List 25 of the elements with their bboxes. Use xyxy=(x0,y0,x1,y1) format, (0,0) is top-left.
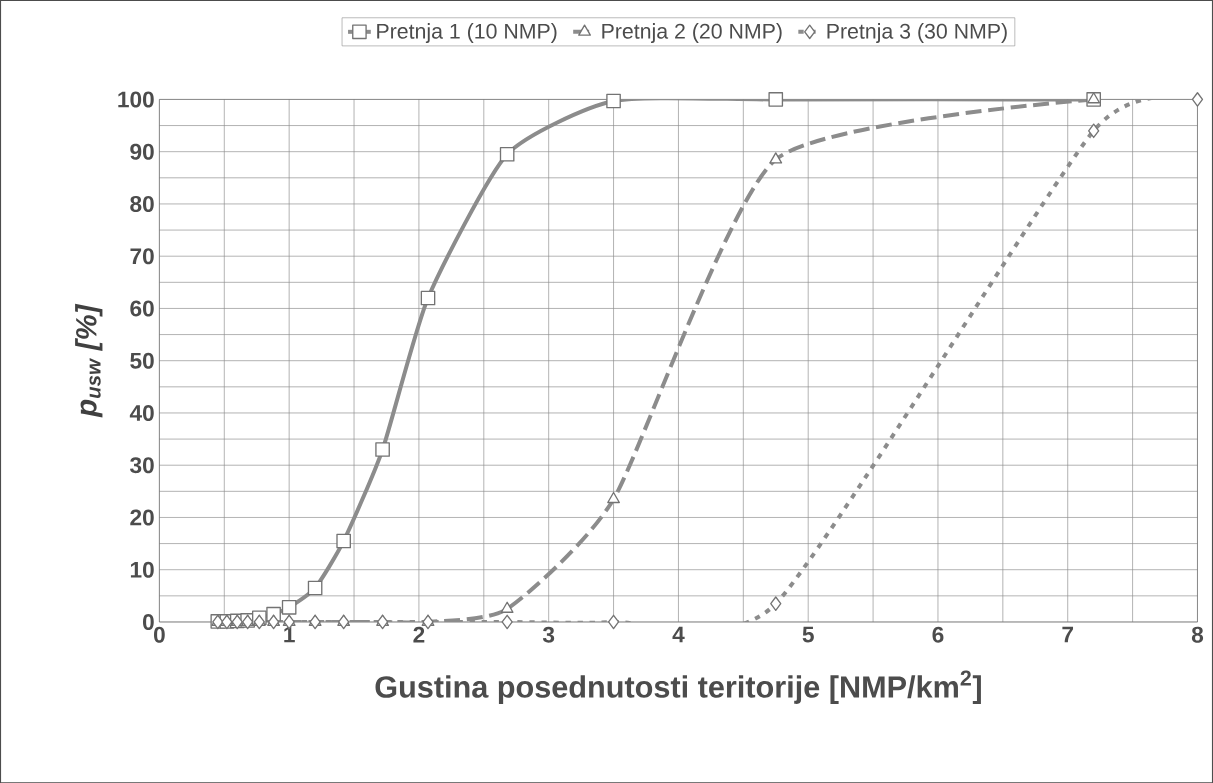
x-tick-label: 8 xyxy=(1191,626,1204,643)
x-tick-label: 6 xyxy=(932,626,944,643)
y-tick-label: 0 xyxy=(143,613,154,630)
y-tick-label: 70 xyxy=(130,248,154,265)
y-tick-label: 100 xyxy=(118,91,154,108)
y-tick-label: 10 xyxy=(130,561,154,578)
y-tick-label: 30 xyxy=(130,457,154,474)
y-tick-label: 50 xyxy=(130,352,154,369)
legend-label: Pretnja 1 (10 NMP) xyxy=(377,22,557,43)
x-tick-label: 7 xyxy=(1062,626,1074,643)
x-tick-label: 4 xyxy=(672,626,685,643)
x-tick-label: 1 xyxy=(284,626,295,643)
y-tick-label: 90 xyxy=(130,143,154,160)
x-tick-label: 2 xyxy=(413,626,425,643)
y-axis-title: p$_{usw}$ [%] xyxy=(75,303,103,418)
y-tick-label: 80 xyxy=(130,195,154,212)
y-tick-label: 40 xyxy=(129,404,154,421)
x-tick-label: 5 xyxy=(802,626,814,643)
y-tick-label: 60 xyxy=(130,300,154,317)
x-axis-title: Gustina posednutosti teritorije [NMP/km$^{2}$] xyxy=(375,670,981,704)
x-tick-label: 3 xyxy=(542,626,555,643)
y-tick-label: 20 xyxy=(130,509,154,526)
x-tick-label: 0 xyxy=(154,626,165,643)
legend-label: Pretnja 3 (30 NMP) xyxy=(827,22,1007,43)
legend-label: Pretnja 2 (20 NMP) xyxy=(602,22,782,43)
